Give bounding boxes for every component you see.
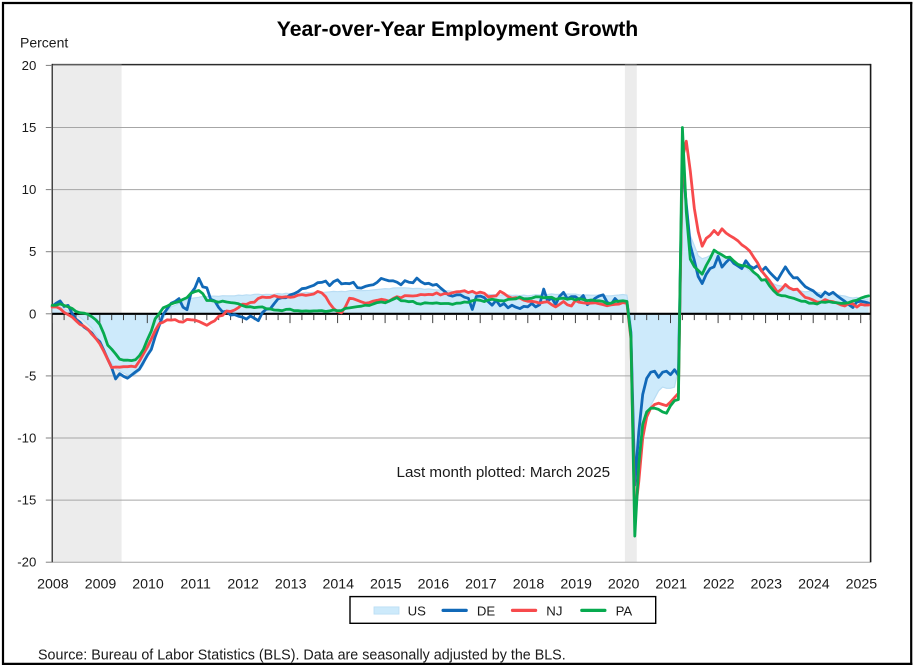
svg-text:2019: 2019 [560,577,592,593]
svg-text:2011: 2011 [180,577,211,593]
svg-text:-10: -10 [17,431,36,446]
svg-text:20: 20 [22,58,37,73]
svg-text:2023: 2023 [751,577,783,593]
svg-text:2009: 2009 [85,577,117,593]
svg-text:Year-over-Year Employment Grow: Year-over-Year Employment Growth [277,18,638,41]
svg-text:2014: 2014 [323,577,355,593]
svg-text:2015: 2015 [370,577,402,593]
svg-text:2025: 2025 [846,577,878,593]
svg-text:2010: 2010 [132,577,164,593]
svg-text:Last month plotted: March 2025: Last month plotted: March 2025 [397,464,611,481]
svg-text:10: 10 [22,182,37,197]
svg-text:2020: 2020 [608,577,640,593]
svg-text:0: 0 [29,306,36,321]
svg-text:Source: Bureau of Labor Statis: Source: Bureau of Labor Statistics (BLS)… [38,648,566,664]
svg-text:2008: 2008 [37,577,69,593]
svg-text:-5: -5 [25,368,37,383]
svg-text:US: US [408,603,427,618]
svg-text:NJ: NJ [546,603,562,618]
svg-text:Percent: Percent [20,34,68,50]
svg-text:2018: 2018 [513,577,545,593]
svg-text:-15: -15 [17,493,36,508]
svg-text:2021: 2021 [655,577,687,593]
svg-text:5: 5 [29,244,36,259]
svg-text:2013: 2013 [275,577,307,593]
svg-text:2016: 2016 [418,577,450,593]
svg-text:2017: 2017 [465,577,497,593]
svg-text:PA: PA [616,603,633,618]
svg-text:15: 15 [22,120,37,135]
svg-text:2012: 2012 [227,577,259,593]
svg-text:2024: 2024 [798,577,830,593]
svg-text:DE: DE [477,603,496,618]
svg-text:2022: 2022 [703,577,735,593]
svg-text:-20: -20 [17,555,36,570]
